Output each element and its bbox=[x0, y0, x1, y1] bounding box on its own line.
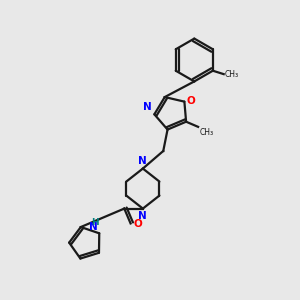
Text: N: N bbox=[139, 212, 147, 221]
Text: O: O bbox=[186, 96, 195, 106]
Text: N: N bbox=[139, 156, 147, 166]
Text: CH₃: CH₃ bbox=[199, 128, 213, 137]
Text: CH₃: CH₃ bbox=[225, 70, 239, 79]
Text: N: N bbox=[143, 102, 152, 112]
Text: N: N bbox=[89, 222, 98, 232]
Text: H: H bbox=[92, 218, 99, 227]
Text: O: O bbox=[134, 219, 142, 229]
